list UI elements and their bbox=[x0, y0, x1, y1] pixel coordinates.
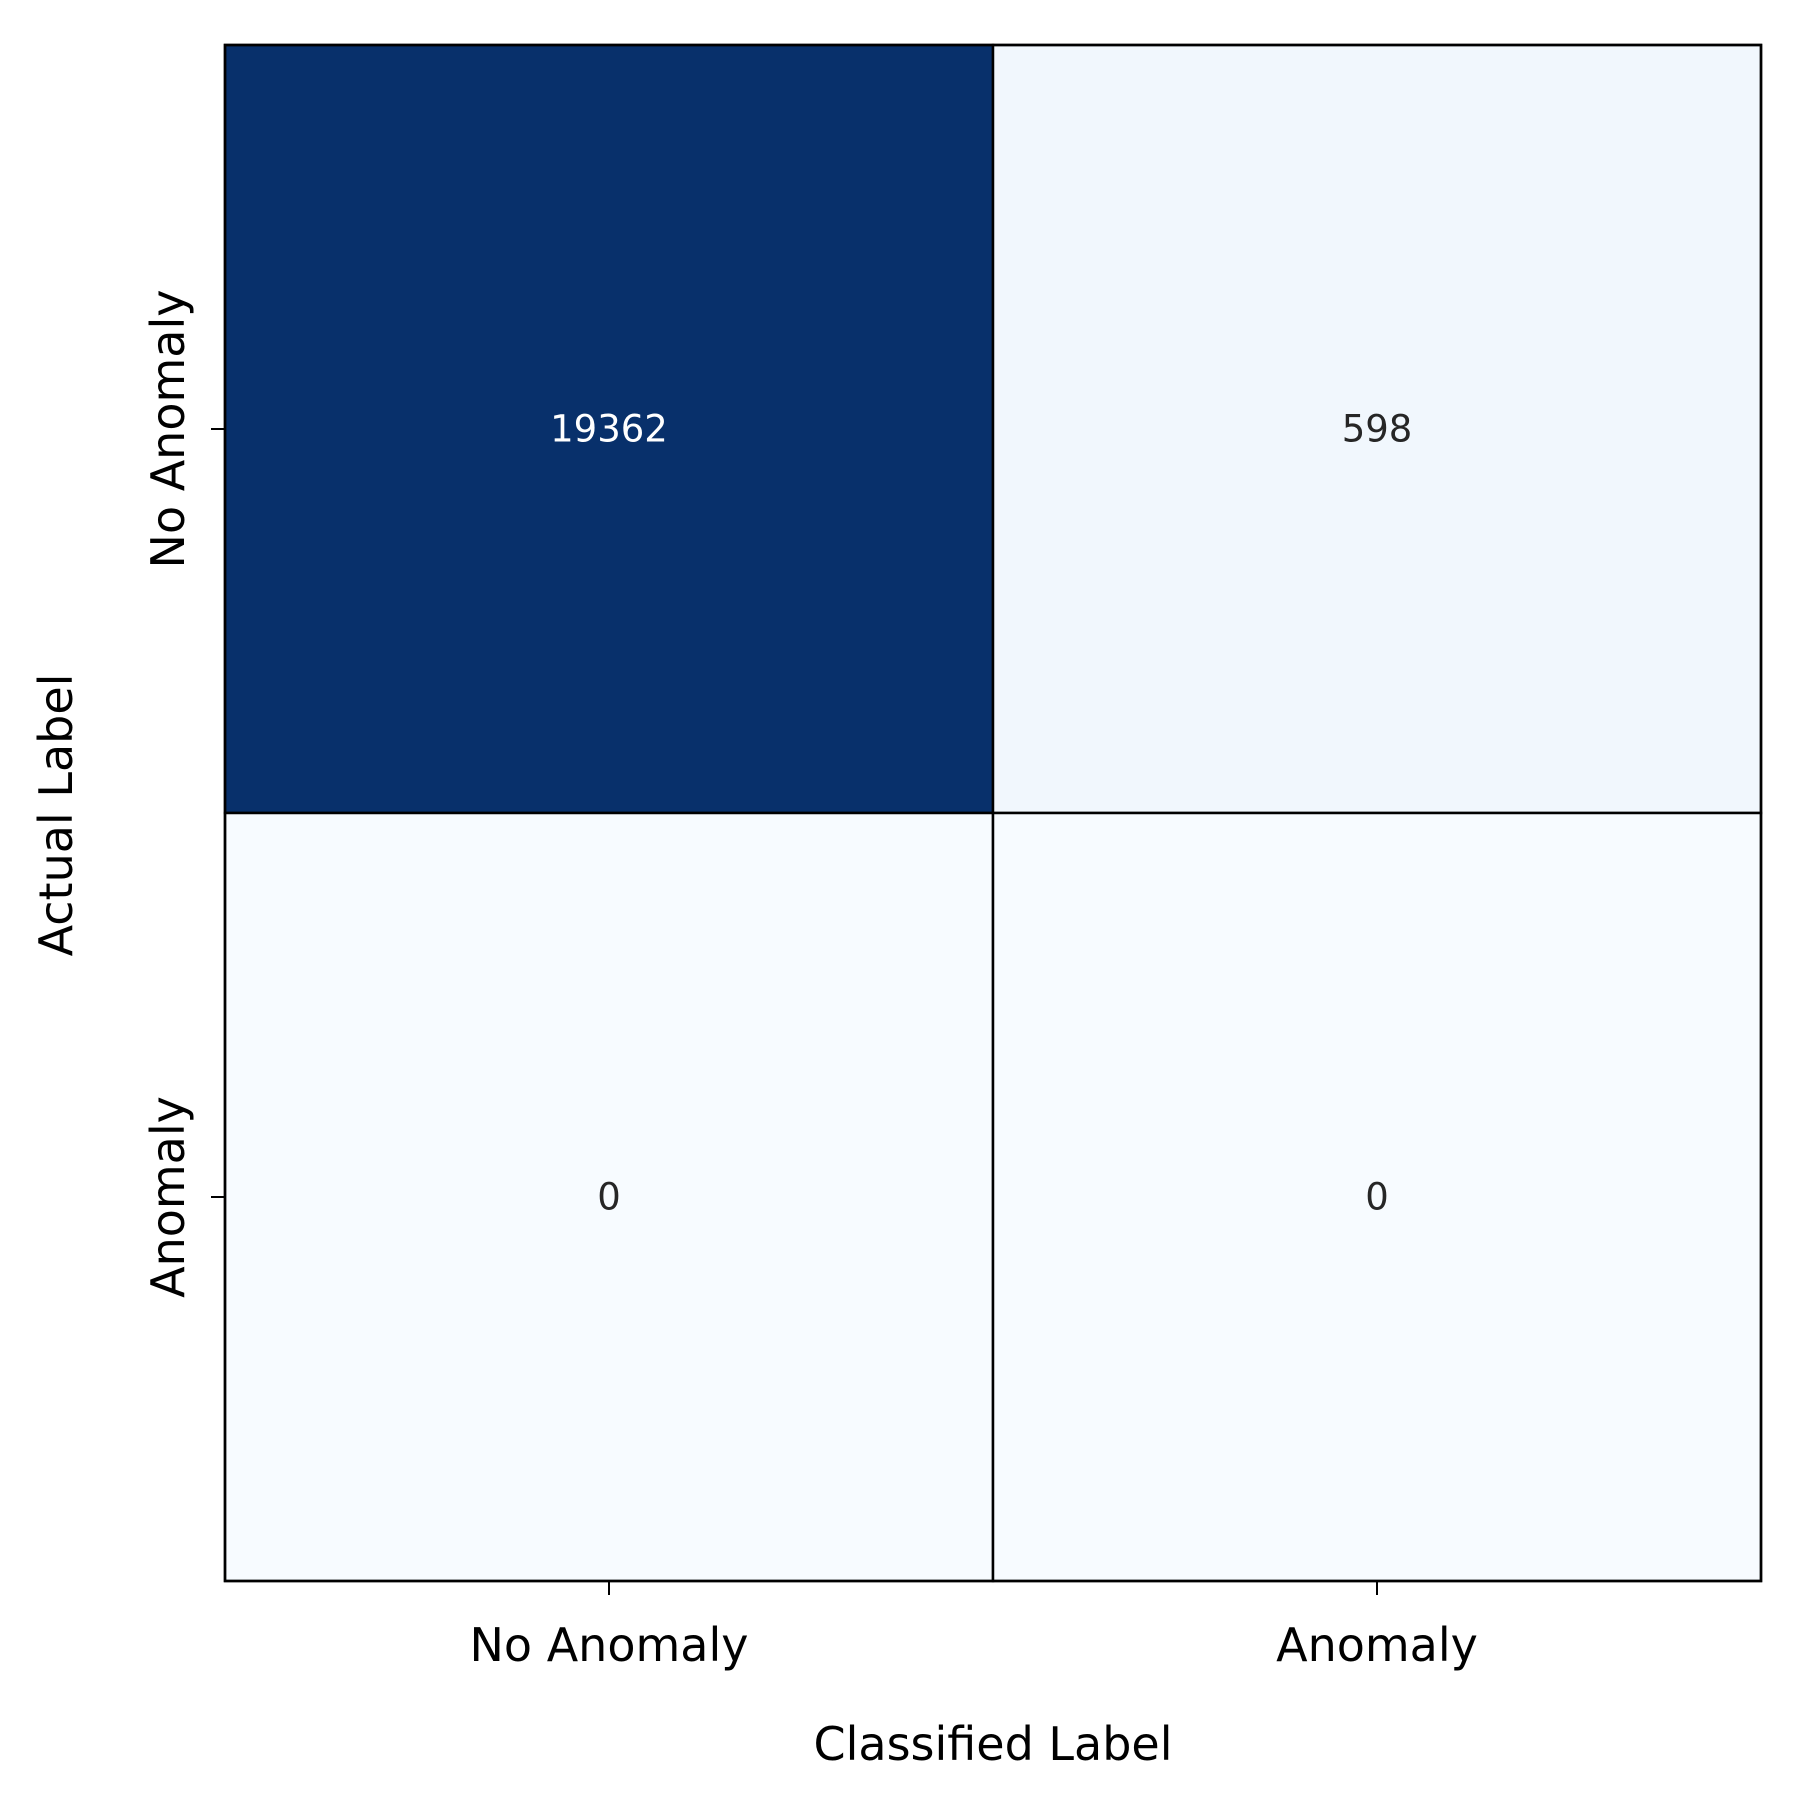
y-tick-label: No Anomaly bbox=[141, 290, 195, 569]
x-axis-label: Classified Label bbox=[814, 1717, 1173, 1771]
cell-value-label: 0 bbox=[597, 1176, 621, 1219]
y-tick-label: Anomaly bbox=[141, 1096, 195, 1298]
y-axis-label: Actual Label bbox=[29, 674, 83, 957]
heatmap-cells: 19362 598 0 0 bbox=[223, 43, 1763, 1583]
cell-value-label: 19362 bbox=[550, 408, 668, 451]
x-tick-label: Anomaly bbox=[1276, 1618, 1478, 1672]
cell-value-label: 598 bbox=[1342, 408, 1413, 451]
heatmap-cell bbox=[991, 43, 1763, 815]
heatmap-cell bbox=[991, 811, 1763, 1583]
axis-ticks: No Anomaly Anomaly No Anomaly Anomaly bbox=[141, 290, 1478, 1672]
cell-value-label: 0 bbox=[1365, 1176, 1389, 1219]
x-tick-label: No Anomaly bbox=[470, 1618, 749, 1672]
plot-frame bbox=[223, 43, 1763, 1583]
heatmap-cell bbox=[223, 43, 995, 815]
heatmap-cell bbox=[223, 811, 995, 1583]
